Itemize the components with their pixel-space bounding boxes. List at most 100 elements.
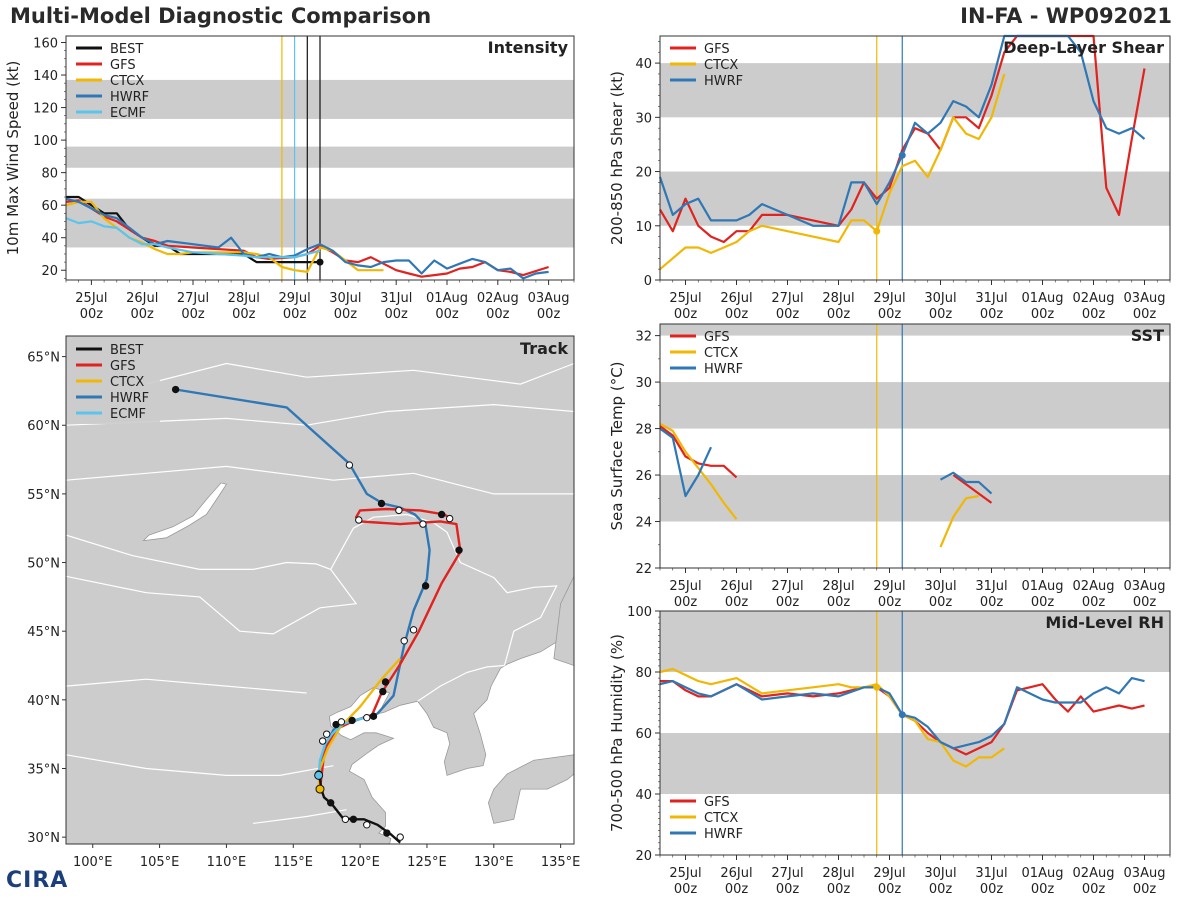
legend-label: HWRF xyxy=(704,827,743,842)
x-tick-label: 00z xyxy=(1082,307,1106,322)
boundary-line xyxy=(417,664,505,702)
y-tick-label: 160 xyxy=(33,37,58,52)
x-tick-label: 25Jul xyxy=(669,291,701,306)
x-tick-label: 03Aug xyxy=(528,291,570,306)
x-tick-label: 31Jul xyxy=(975,866,1007,881)
x-tick-label: 00z xyxy=(486,307,510,322)
x-tick-label: 00z xyxy=(1031,307,1055,322)
y-tick-label: 30 xyxy=(635,111,652,126)
panel-title: SST xyxy=(1131,326,1164,345)
data-point xyxy=(873,227,881,235)
legend-label: CTCX xyxy=(704,58,738,73)
x-tick-label: 00z xyxy=(674,882,698,897)
x-tick-label: 00z xyxy=(725,307,749,322)
map-y-tick-label: 65°N xyxy=(27,351,60,366)
y-tick-label: 24 xyxy=(635,516,652,531)
y-tick-label: 40 xyxy=(41,232,58,247)
x-tick-label: 00z xyxy=(537,307,561,322)
legend-label: BEST xyxy=(110,343,143,358)
x-tick-label: 02Aug xyxy=(1073,291,1115,306)
boundary-line xyxy=(66,403,574,426)
map-x-tick-label: 125°E xyxy=(407,855,447,870)
panel-title: Deep-Layer Shear xyxy=(1003,38,1164,57)
x-tick-label: 26Jul xyxy=(720,866,752,881)
land-mass xyxy=(66,336,574,844)
x-tick-label: 00z xyxy=(929,307,953,322)
data-point xyxy=(898,151,906,159)
x-tick-label: 27Jul xyxy=(771,579,803,594)
series-line-ecmf xyxy=(65,217,321,259)
x-tick-label: 00z xyxy=(80,307,104,322)
x-tick-label: 30Jul xyxy=(924,291,956,306)
track-marker xyxy=(363,821,371,829)
x-tick-label: 00z xyxy=(674,307,698,322)
track-marker xyxy=(355,516,363,524)
x-tick-label: 00z xyxy=(980,307,1004,322)
x-tick-label: 26Jul xyxy=(720,579,752,594)
y-tick-label: 20 xyxy=(635,849,652,864)
x-tick-label: 00z xyxy=(776,307,800,322)
y-tick-label: 140 xyxy=(33,69,58,84)
y-tick-label: 80 xyxy=(41,167,58,182)
legend-label: GFS xyxy=(704,42,730,57)
track-marker xyxy=(363,713,371,722)
track-marker xyxy=(318,737,327,745)
legend-label: ECMF xyxy=(110,407,146,422)
y-axis-label: Sea Surface Temp (°C) xyxy=(608,361,626,530)
y-tick-label: 60 xyxy=(635,727,652,742)
y-tick-label: 10 xyxy=(635,220,652,235)
x-tick-label: 00z xyxy=(674,595,698,610)
track-marker xyxy=(395,506,403,515)
x-tick-label: 29Jul xyxy=(873,866,905,881)
map-x-tick-label: 100°E xyxy=(73,855,113,870)
series-line-best xyxy=(66,195,320,264)
map-x-tick-label: 130°E xyxy=(474,855,514,870)
y-tick-label: 40 xyxy=(635,57,652,72)
x-tick-label: 03Aug xyxy=(1124,866,1166,881)
x-tick-label: 25Jul xyxy=(669,579,701,594)
x-tick-label: 00z xyxy=(776,595,800,610)
y-tick-label: 80 xyxy=(635,666,652,681)
y-tick-label: 20 xyxy=(41,264,58,279)
panel-title: Mid-Level RH xyxy=(1045,613,1164,632)
legend-label: CTCX xyxy=(110,375,144,390)
boundary-line xyxy=(66,569,358,635)
panel-3 xyxy=(655,610,1171,860)
map-y-tick-label: 50°N xyxy=(27,557,60,572)
x-tick-label: 31Jul xyxy=(975,291,1007,306)
x-tick-label: 00z xyxy=(929,882,953,897)
track-marker xyxy=(445,514,454,523)
y-axis-label: 700-500 hPa Humidity (%) xyxy=(608,634,626,832)
track-marker xyxy=(171,385,180,394)
x-tick-label: 00z xyxy=(435,307,459,322)
x-tick-label: 02Aug xyxy=(1073,866,1115,881)
x-tick-label: 28Jul xyxy=(228,291,260,306)
data-point xyxy=(873,683,881,691)
shade-band xyxy=(660,171,1170,226)
x-tick-label: 31Jul xyxy=(380,291,412,306)
track-marker xyxy=(345,461,354,469)
x-tick-label: 26Jul xyxy=(126,291,158,306)
series-line-ctcx xyxy=(659,73,1006,271)
land-coast xyxy=(553,576,574,666)
x-tick-label: 00z xyxy=(1031,882,1055,897)
map-frame xyxy=(65,335,575,845)
x-tick-label: 00z xyxy=(929,595,953,610)
x-tick-label: 00z xyxy=(1133,307,1157,322)
x-tick-label: 27Jul xyxy=(177,291,209,306)
track-marker xyxy=(421,582,430,590)
x-tick-label: 30Jul xyxy=(924,579,956,594)
y-tick-label: 28 xyxy=(635,423,652,438)
x-tick-label: 01Aug xyxy=(426,291,468,306)
x-tick-label: 00z xyxy=(131,307,155,322)
x-tick-label: 00z xyxy=(725,595,749,610)
y-tick-label: 120 xyxy=(33,102,58,117)
track-marker xyxy=(315,784,325,794)
x-tick-label: 00z xyxy=(385,307,409,322)
x-tick-label: 30Jul xyxy=(329,291,361,306)
track-marker xyxy=(326,799,335,807)
boundary-line xyxy=(66,465,574,495)
series-line-ctcx xyxy=(659,422,738,520)
map-x-tick-label: 115°E xyxy=(273,855,313,870)
